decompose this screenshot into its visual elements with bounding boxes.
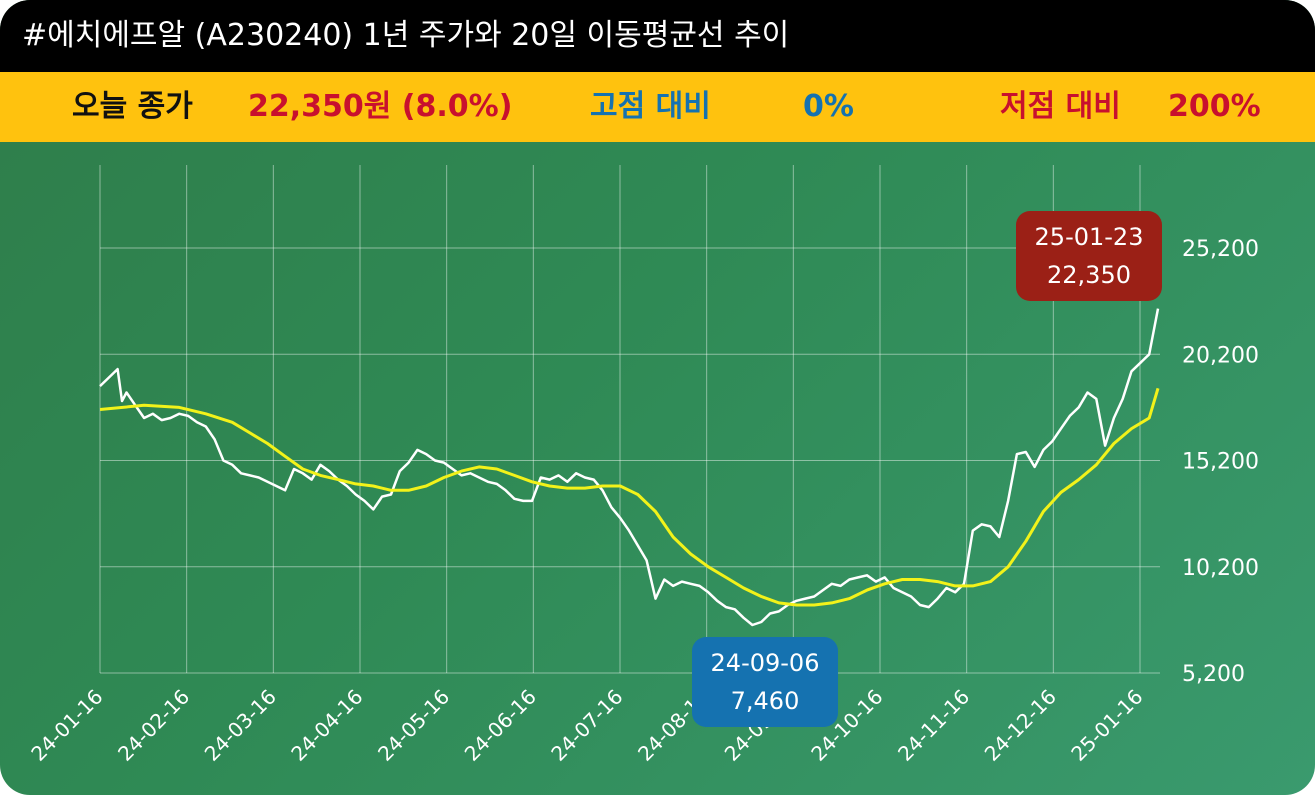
x-tick-label: 24-06-16 <box>460 685 541 766</box>
x-axis: 24-01-16 24-02-16 24-03-16 24-04-16 24-05-16… <box>26 685 1147 766</box>
price-series-line <box>99 308 1160 627</box>
chart-title: #에치에프알 (A230240) 1년 주가와 20일 이동평균선 추이 <box>0 0 1315 72</box>
callout-layer: 25-01-23 22,350 24-09-06 7,460 <box>692 211 1162 727</box>
series-layer <box>99 308 1160 627</box>
y-tick-label: 10,200 <box>1182 556 1259 581</box>
high-compare-value: 0% <box>803 89 854 124</box>
x-tick-label: 24-02-16 <box>113 685 194 766</box>
high-callout-box <box>1016 211 1162 301</box>
high-callout: 25-01-23 22,350 <box>1016 211 1162 301</box>
low-callout-value: 7,460 <box>731 687 800 715</box>
y-tick-label: 25,200 <box>1182 237 1259 262</box>
ma20-series-line <box>99 387 1160 607</box>
low-callout: 24-09-06 7,460 <box>692 637 838 727</box>
x-tick-label: 25-01-16 <box>1066 685 1147 766</box>
x-tick-label: 24-07-16 <box>546 685 627 766</box>
low-compare-value: 200% <box>1168 89 1261 124</box>
high-callout-date: 25-01-23 <box>1035 223 1144 251</box>
y-tick-label: 20,200 <box>1182 343 1259 368</box>
x-tick-label: 24-05-16 <box>373 685 454 766</box>
low-compare-label: 저점 대비 <box>1000 89 1121 124</box>
x-tick-label: 24-11-16 <box>893 685 974 766</box>
x-tick-label: 24-03-16 <box>200 685 281 766</box>
y-tick-label: 15,200 <box>1182 450 1259 475</box>
x-tick-label: 24-12-16 <box>980 685 1061 766</box>
low-callout-box <box>692 637 838 727</box>
close-price-label: 오늘 종가 <box>72 89 193 124</box>
x-tick-label: 24-04-16 <box>286 685 367 766</box>
high-compare-label: 고점 대비 <box>590 89 711 124</box>
info-bar: 오늘 종가 22,350원 (8.0%) 고점 대비 0% 저점 대비 200% <box>0 72 1315 142</box>
low-callout-date: 24-09-06 <box>711 649 820 677</box>
y-axis: 25,200 20,200 15,200 10,200 5,200 <box>1182 237 1259 687</box>
high-callout-value: 22,350 <box>1047 261 1131 289</box>
grid-lines <box>99 165 1160 674</box>
x-tick-label: 24-01-16 <box>26 685 107 766</box>
y-tick-label: 5,200 <box>1182 662 1245 687</box>
close-price-value: 22,350원 (8.0%) <box>248 89 513 124</box>
